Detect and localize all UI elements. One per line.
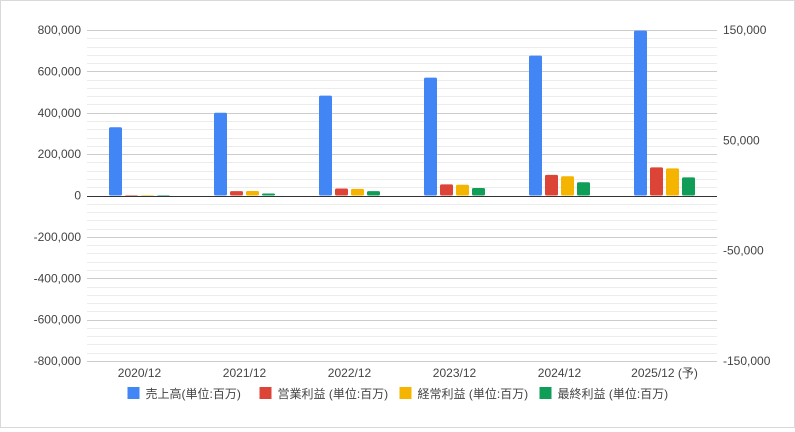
x-axis: 2020/12 2021/12 2022/12 2023/12 2024/12 2025/… — [118, 366, 698, 380]
bar — [666, 168, 679, 196]
x-tick-label: 2020/12 — [118, 366, 162, 380]
bar — [682, 177, 695, 196]
bar — [577, 182, 590, 196]
legend-label: 経常利益 (単位:百万) — [418, 386, 529, 401]
x-tick-label: 2023/12 — [433, 366, 477, 380]
bar — [109, 127, 122, 196]
legend-swatch — [259, 387, 272, 399]
bar — [561, 176, 574, 196]
left-tick-label: -800,000 — [34, 354, 82, 368]
bar — [246, 190, 259, 196]
left-tick-label: -400,000 — [34, 271, 82, 285]
legend-item: 経常利益 (単位:百万) — [399, 386, 529, 401]
left-tick-label: 0 — [74, 189, 81, 203]
x-tick-label: 2025/12 (予) — [631, 366, 698, 380]
bar — [545, 174, 558, 196]
legend-swatch — [127, 387, 140, 399]
bars — [109, 30, 695, 197]
left-tick-label: -200,000 — [34, 230, 82, 244]
legend-item: 売上高(単位:百万) — [127, 386, 241, 401]
bar — [351, 188, 364, 196]
right-tick-label: -50,000 — [723, 244, 764, 258]
x-tick-label: 2022/12 — [328, 366, 372, 380]
left-y-axis: 800,000 600,000 400,000 200,000 0 -200,000 -40… — [34, 23, 82, 368]
bar — [262, 193, 275, 196]
left-tick-label: 800,000 — [38, 23, 82, 37]
legend: 売上高(単位:百万) 営業利益 (単位:百万) 経常利益 (単位:百万) 最終利益 (… — [127, 386, 669, 401]
bar — [440, 184, 453, 196]
legend-item: 営業利益 (単位:百万) — [259, 386, 389, 401]
bar — [650, 167, 663, 196]
left-tick-label: 600,000 — [38, 64, 82, 78]
bar — [319, 95, 332, 196]
legend-label: 売上高(単位:百万) — [146, 386, 241, 401]
legend-label: 最終利益 (単位:百万) — [558, 386, 669, 401]
bar — [456, 184, 469, 196]
left-tick-label: 400,000 — [38, 106, 82, 120]
right-tick-label: 150,000 — [723, 23, 767, 37]
right-tick-label: 50,000 — [723, 133, 760, 147]
right-y-axis: 150,000 50,000 -50,000 -150,000 — [723, 23, 771, 368]
legend-item: 最終利益 (単位:百万) — [539, 386, 669, 401]
bar — [472, 188, 485, 196]
legend-label: 営業利益 (単位:百万) — [278, 386, 389, 401]
legend-swatch — [539, 387, 552, 399]
legend-swatch — [399, 387, 412, 399]
bar — [634, 30, 647, 196]
right-tick-label: -150,000 — [723, 354, 771, 368]
bar — [367, 191, 380, 196]
bar — [529, 55, 542, 196]
x-tick-label: 2024/12 — [538, 366, 582, 380]
left-tick-label: 200,000 — [38, 147, 82, 161]
left-tick-label: -600,000 — [34, 313, 82, 327]
bar — [424, 77, 437, 196]
bar — [214, 112, 227, 196]
x-tick-label: 2021/12 — [223, 366, 267, 380]
bar — [230, 191, 243, 196]
bar — [335, 188, 348, 196]
gridlines — [87, 30, 717, 362]
